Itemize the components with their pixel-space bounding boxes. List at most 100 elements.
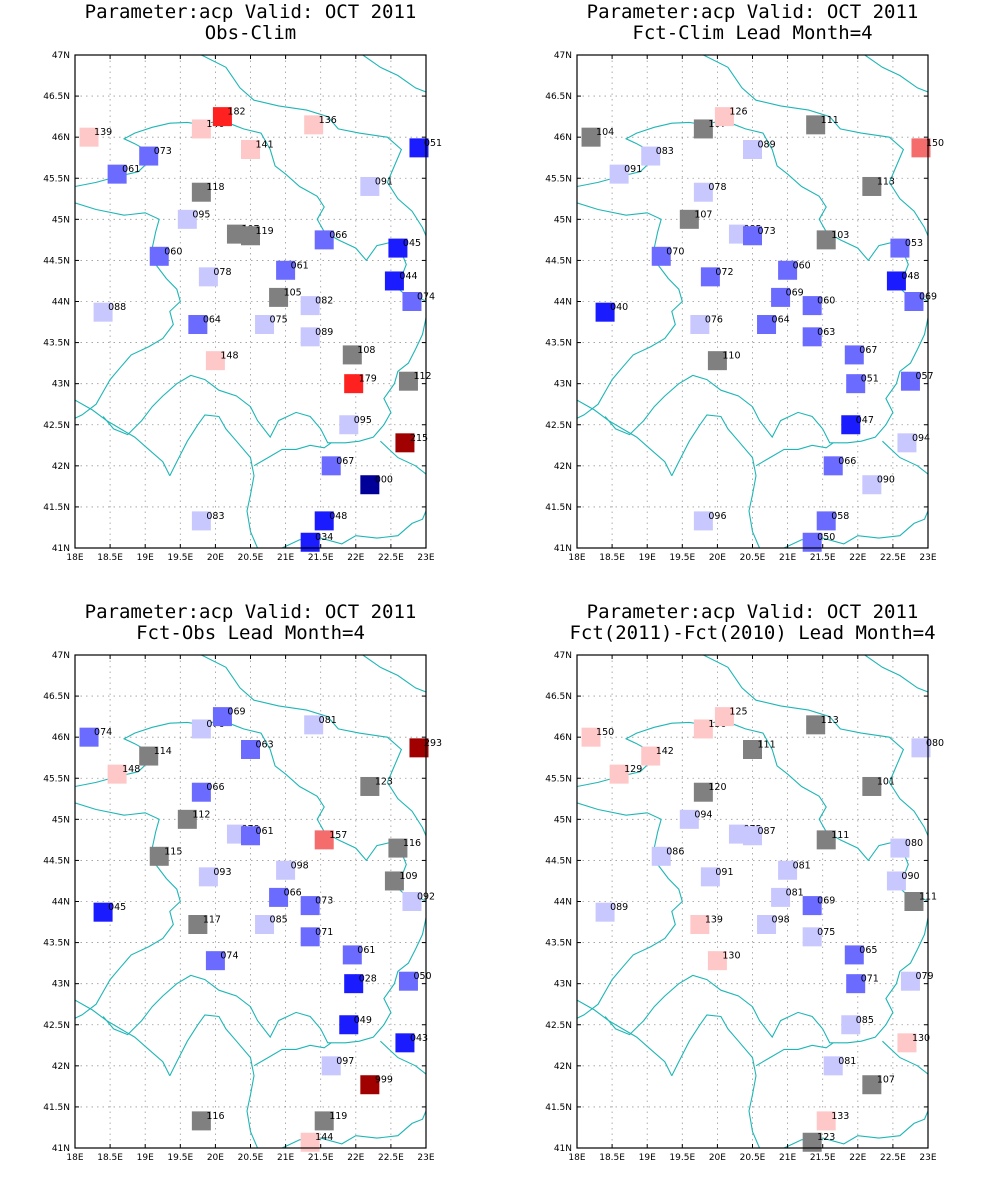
x-tick-label: 19.5E — [167, 1153, 193, 1163]
station-marker — [844, 945, 864, 965]
border-line — [864, 55, 928, 93]
station-value-label: 063 — [256, 739, 274, 750]
y-tick-label: 44N — [554, 898, 572, 908]
y-tick-label: 47N — [554, 651, 572, 661]
x-tick-label: 18E — [66, 1153, 83, 1163]
station-marker — [700, 867, 720, 887]
y-tick-label: 44.5N — [545, 256, 572, 266]
station-value-label: 064 — [203, 315, 221, 326]
station-marker — [191, 511, 211, 531]
station-value-label: 111 — [758, 739, 776, 750]
panel-title: Parameter:acp Valid: OCT 2011 — [85, 601, 417, 623]
y-tick-label: 41N — [554, 1144, 572, 1154]
station-value-label: 073 — [758, 226, 776, 237]
x-tick-label: 18.5E — [599, 1153, 625, 1163]
x-tick-label: 22E — [849, 1153, 866, 1163]
station-value-label: 093 — [213, 867, 231, 878]
station-marker — [904, 892, 924, 911]
station-marker — [139, 146, 159, 166]
x-tick-label: 18.5E — [97, 553, 123, 563]
x-tick-label: 19.5E — [669, 553, 695, 563]
border-line — [755, 442, 834, 467]
station-value-label: 113 — [877, 176, 895, 187]
station-value-label: 063 — [817, 327, 835, 338]
x-tick-label: 18E — [66, 553, 83, 563]
station-value-label: 126 — [729, 107, 747, 118]
station-value-label: 136 — [319, 115, 337, 126]
y-tick-label: 44N — [52, 898, 70, 908]
station-marker — [823, 1056, 843, 1076]
x-tick-label: 19.5E — [669, 1153, 695, 1163]
border-line — [102, 317, 426, 444]
x-tick-label: 21.5E — [308, 553, 334, 563]
station-value-label: 097 — [336, 1056, 354, 1067]
station-value-label: 076 — [705, 315, 723, 326]
station-value-label: 094 — [912, 433, 930, 444]
station-marker — [911, 738, 931, 758]
border-line — [169, 1014, 259, 1148]
country-borders — [577, 55, 928, 548]
y-tick-label: 41.5N — [43, 1103, 70, 1113]
station-marker — [841, 415, 861, 435]
station-value-label: 072 — [715, 267, 733, 278]
station-value-label: 115 — [164, 846, 182, 857]
station-value-label: 081 — [319, 715, 337, 726]
station-marker — [300, 896, 320, 916]
station-marker — [802, 532, 822, 552]
x-tick-label: 21.5E — [308, 1153, 334, 1163]
station-value-label: 058 — [831, 511, 849, 522]
station-marker — [360, 1075, 380, 1095]
country-borders — [75, 655, 426, 1148]
station-marker — [177, 809, 197, 829]
border-line — [577, 399, 673, 476]
y-tick-label: 45N — [554, 815, 572, 825]
y-tick-label: 46.5N — [545, 92, 572, 102]
station-marker — [300, 296, 320, 316]
station-marker — [743, 826, 762, 846]
station-marker — [300, 327, 320, 347]
station-marker — [107, 764, 127, 784]
station-value-label: 048 — [901, 271, 919, 282]
y-tick-label: 41N — [52, 1144, 70, 1154]
station-value-label: 028 — [359, 974, 377, 985]
station-marker — [79, 727, 99, 747]
station-marker — [300, 1132, 320, 1152]
panel-subtitle: Fct-Clim Lead Month=4 — [632, 22, 872, 44]
x-tick-label: 23E — [919, 1153, 936, 1163]
station-marker — [395, 433, 415, 453]
station-marker — [707, 951, 727, 971]
station-markers: 1391401821360510731410610911180951071190… — [79, 107, 442, 552]
station-marker — [707, 351, 727, 371]
station-marker — [900, 971, 920, 991]
station-value-label: 073 — [154, 146, 172, 157]
x-tick-label: 22.5E — [880, 1153, 906, 1163]
station-marker — [771, 887, 791, 907]
y-tick-label: 45.5N — [545, 774, 572, 784]
y-tick-label: 42.5N — [43, 421, 70, 431]
y-tick-label: 46.5N — [43, 692, 70, 702]
station-marker — [402, 892, 422, 911]
station-value-label: 123 — [375, 776, 393, 787]
station-marker — [255, 315, 275, 335]
y-tick-label: 43N — [554, 980, 572, 990]
station-marker — [802, 327, 822, 347]
station-value-label: 061 — [291, 260, 309, 271]
station-value-label: 111 — [831, 830, 849, 841]
station-marker — [344, 374, 364, 394]
station-marker — [360, 776, 380, 796]
border-line — [75, 399, 171, 476]
y-tick-label: 42N — [52, 1062, 70, 1072]
station-value-label: 071 — [315, 927, 333, 938]
x-tick-label: 22.5E — [378, 553, 404, 563]
station-value-label: 130 — [912, 1033, 930, 1044]
y-tick-label: 47N — [52, 651, 70, 661]
x-tick-label: 18.5E — [97, 1153, 123, 1163]
station-marker — [609, 164, 629, 184]
border-line — [362, 655, 426, 693]
station-marker — [342, 945, 362, 965]
station-value-label: 148 — [220, 351, 238, 362]
station-value-label: 129 — [624, 764, 642, 775]
station-marker — [198, 867, 218, 887]
